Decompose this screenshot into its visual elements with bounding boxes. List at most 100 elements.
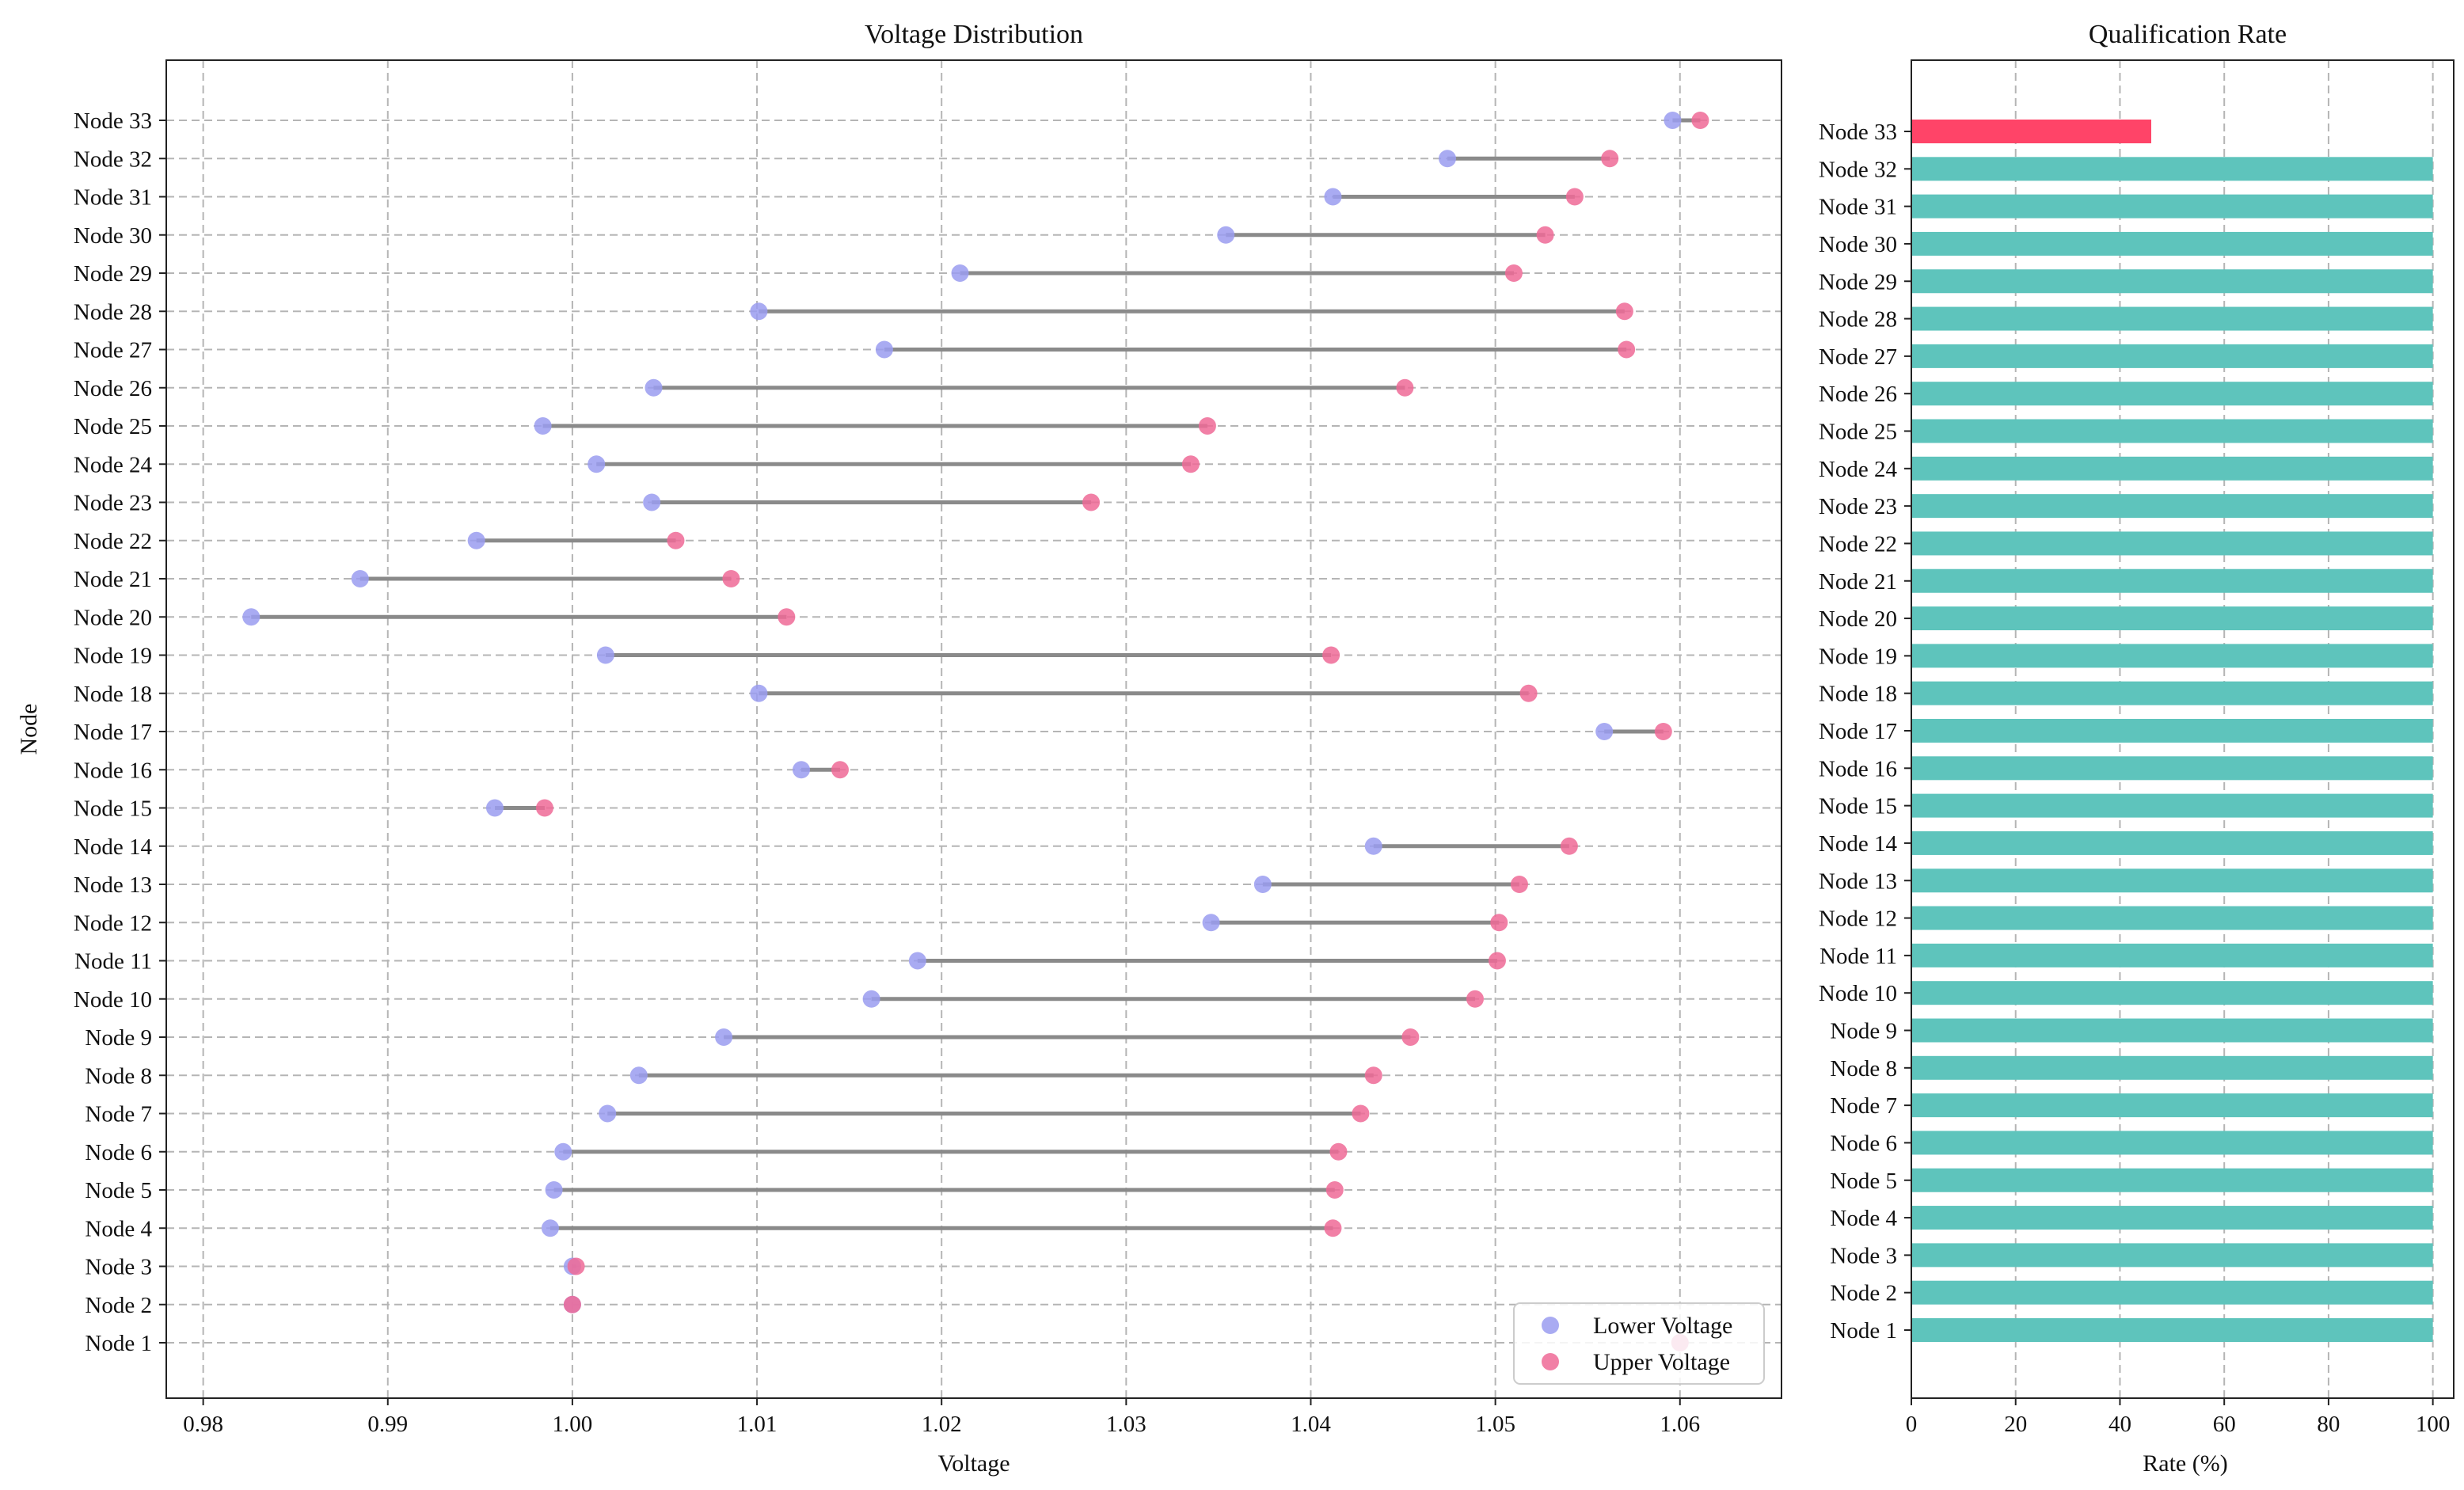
right-y-tick-label: Node 9: [1830, 1019, 1897, 1044]
right-y-tick-label: Node 5: [1830, 1169, 1897, 1194]
lower-voltage-point: [587, 455, 606, 473]
right-y-tick-label: Node 28: [1819, 307, 1897, 333]
right-y-tick-label: Node 26: [1819, 382, 1897, 407]
left-y-tick-label: Node 31: [74, 185, 152, 211]
upper-voltage-point: [1601, 150, 1619, 168]
left-y-tick-label: Node 7: [85, 1102, 152, 1127]
qualification-bar: [1911, 1206, 2433, 1230]
lower-voltage-point: [1217, 226, 1235, 244]
legend-upper-label: Upper Voltage: [1593, 1349, 1730, 1375]
qualification-bar: [1911, 531, 2433, 556]
left-x-tick-label: 0.98: [183, 1412, 223, 1437]
left-y-tick-label: Node 11: [74, 949, 152, 975]
lower-voltage-point: [351, 570, 369, 587]
lower-voltage-point: [242, 608, 260, 626]
legend-box: [1513, 1302, 1765, 1385]
upper-voltage-point: [567, 1257, 585, 1275]
left-y-tick-label: Node 13: [74, 872, 152, 898]
qualification-bar: [1911, 1168, 2433, 1192]
right-x-axis-label: Rate (%): [2143, 1450, 2227, 1477]
upper-voltage-point: [1615, 302, 1633, 321]
right-y-tick-label: Node 19: [1819, 644, 1897, 669]
lower-voltage-point: [875, 340, 893, 359]
lower-voltage-point: [1595, 723, 1614, 740]
lower-voltage-point: [1324, 188, 1342, 206]
qualification-bar: [1911, 719, 2433, 743]
left-y-tick-label: Node 1: [85, 1331, 152, 1356]
left-y-tick-label: Node 22: [74, 529, 152, 554]
left-y-tick-label: Node 27: [74, 338, 152, 363]
lower-voltage-point: [1439, 150, 1457, 168]
left-y-axis-label: Node: [16, 704, 42, 755]
right-y-tick-label: Node 18: [1819, 682, 1897, 707]
right-x-tick-label: 40: [2108, 1412, 2131, 1437]
left-y-tick-label: Node 20: [74, 605, 152, 630]
qualification-bar: [1911, 194, 2433, 219]
left-y-tick-label: Node 4: [85, 1216, 152, 1241]
left-y-tick-label: Node 3: [85, 1255, 152, 1280]
right-y-tick-label: Node 16: [1819, 756, 1897, 781]
qualification-bar: [1911, 869, 2433, 893]
right-x-tick-label: 0: [1906, 1412, 1918, 1437]
left-y-tick-label: Node 9: [85, 1025, 152, 1051]
left-axes-frame: [165, 59, 1782, 1399]
right-y-tick-label: Node 13: [1819, 869, 1897, 894]
upper-voltage-point: [1654, 723, 1672, 740]
lower-voltage-point: [485, 799, 504, 817]
left-y-tick-label: Node 19: [74, 644, 152, 669]
lower-voltage-point: [629, 1066, 648, 1085]
right-y-tick-label: Node 4: [1830, 1206, 1897, 1231]
qualification-bar: [1911, 793, 2433, 818]
right-y-tick-label: Node 29: [1819, 269, 1897, 295]
left-y-tick-label: Node 32: [74, 146, 152, 172]
left-y-tick-label: Node 14: [74, 834, 153, 860]
upper-voltage-point: [1082, 493, 1101, 511]
upper-voltage-point: [1364, 1066, 1382, 1085]
qualification-bar: [1911, 606, 2433, 631]
right-y-tick-label: Node 23: [1819, 494, 1897, 519]
right-y-tick-label: Node 12: [1819, 907, 1897, 932]
legend: Lower Voltage Upper Voltage: [1513, 1302, 1765, 1385]
left-y-tick-label: Node 30: [74, 223, 152, 249]
right-y-tick-label: Node 25: [1819, 420, 1897, 445]
left-y-ticks: Node 1 Node 2 Node 3 Node 4 Node 5 Node 6 Node…: [74, 108, 166, 1356]
qualification-bar: [1911, 456, 2433, 481]
left-chart-title: Voltage Distribution: [865, 20, 1083, 49]
left-y-tick-label: Node 16: [74, 758, 152, 783]
right-y-tick-label: Node 20: [1819, 606, 1897, 632]
upper-voltage-point: [1181, 455, 1200, 473]
lower-voltage-point: [596, 646, 614, 664]
qualification-bar: [1911, 231, 2433, 256]
qualification-bar: [1911, 382, 2433, 406]
lower-voltage-point: [793, 761, 811, 779]
right-y-tick-label: Node 1: [1830, 1318, 1897, 1344]
left-x-tick-label: 1.02: [922, 1412, 962, 1437]
qualification-bar: [1911, 1018, 2433, 1043]
upper-voltage-point: [1691, 112, 1709, 129]
qualification-bar: [1911, 344, 2433, 368]
left-y-tick-label: Node 12: [74, 910, 152, 936]
right-y-tick-label: Node 27: [1819, 344, 1897, 370]
left-marks: [242, 112, 1709, 1351]
qualification-bar: [1911, 681, 2433, 705]
right-y-tick-label: Node 17: [1819, 719, 1897, 744]
lower-voltage-point: [908, 952, 926, 970]
lower-voltage-point: [541, 1219, 559, 1237]
lower-voltage-point: [951, 264, 969, 282]
right-y-tick-label: Node 3: [1830, 1243, 1897, 1268]
qualification-bar: [1911, 906, 2433, 930]
right-y-tick-label: Node 31: [1819, 195, 1897, 220]
upper-voltage-point: [1466, 990, 1484, 1008]
left-y-tick-label: Node 15: [74, 796, 152, 822]
right-x-tick-label: 20: [2004, 1412, 2027, 1437]
lower-voltage-point: [750, 302, 768, 321]
right-y-tick-label: Node 11: [1819, 944, 1897, 969]
right-y-tick-label: Node 32: [1819, 157, 1897, 182]
left-x-tick-label: 0.99: [367, 1412, 408, 1437]
qualification-bar: [1911, 419, 2433, 443]
qualification-bar: [1911, 1055, 2433, 1080]
right-y-ticks: Node 1 Node 2 Node 3 Node 4 Node 5 Node 6 Node…: [1819, 120, 1911, 1344]
lower-voltage-point: [599, 1104, 617, 1123]
left-x-tick-label: 1.05: [1475, 1412, 1515, 1437]
